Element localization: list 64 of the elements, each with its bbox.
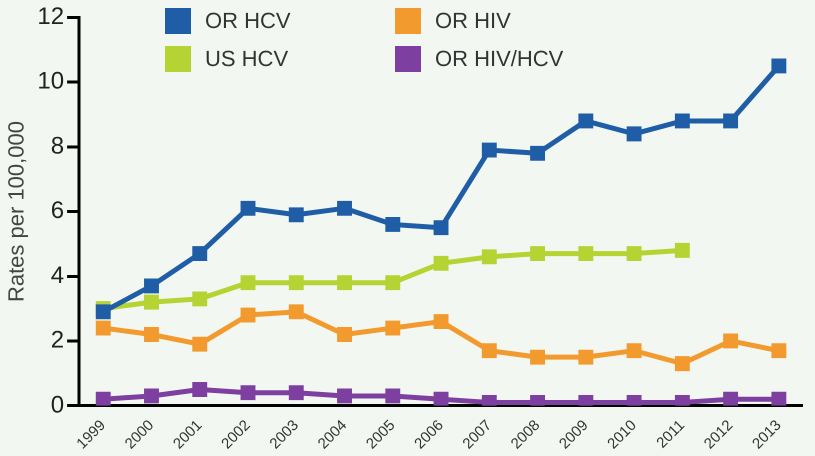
point xyxy=(482,343,497,358)
point xyxy=(385,388,400,404)
y-tick-label: 0 xyxy=(50,391,64,418)
point xyxy=(288,275,304,290)
point xyxy=(530,246,546,262)
y-tick-label: 4 xyxy=(50,262,64,289)
point xyxy=(578,350,594,365)
point xyxy=(385,217,400,232)
point xyxy=(385,320,400,336)
point xyxy=(723,334,738,348)
point xyxy=(144,388,159,404)
point xyxy=(240,385,256,400)
point xyxy=(626,246,642,262)
point xyxy=(337,327,352,342)
y-tick-label: 12 xyxy=(37,3,64,30)
y-tick-label: 2 xyxy=(50,326,64,354)
point xyxy=(434,392,448,406)
point xyxy=(288,385,304,400)
point xyxy=(434,314,448,329)
point xyxy=(771,58,786,74)
point xyxy=(674,242,690,258)
legend-label: OR HCV xyxy=(205,8,291,34)
point xyxy=(626,126,642,142)
point xyxy=(434,256,448,271)
point xyxy=(337,388,352,404)
point xyxy=(674,356,690,372)
y-tick-label: 6 xyxy=(50,197,64,224)
point xyxy=(288,207,304,222)
point xyxy=(337,200,352,216)
point xyxy=(723,392,738,406)
point xyxy=(144,294,159,310)
point xyxy=(144,278,159,294)
point xyxy=(723,113,738,128)
legend-label: OR HIV xyxy=(435,8,511,34)
point xyxy=(192,246,208,262)
point xyxy=(771,392,786,406)
y-axis-title: Rates per 100,000 xyxy=(3,121,28,302)
point xyxy=(626,343,642,358)
point xyxy=(771,343,786,358)
y-tick-label: 8 xyxy=(50,132,64,160)
point xyxy=(530,350,546,365)
point xyxy=(240,308,256,323)
point xyxy=(96,392,111,406)
point xyxy=(434,220,448,236)
point xyxy=(96,320,111,336)
point xyxy=(482,249,497,264)
point xyxy=(240,275,256,290)
point xyxy=(192,336,208,352)
point xyxy=(288,304,304,320)
point xyxy=(482,142,497,158)
point xyxy=(96,304,111,320)
y-tick-label: 10 xyxy=(37,68,64,95)
point xyxy=(192,291,208,306)
point xyxy=(578,246,594,262)
point xyxy=(240,200,256,216)
point xyxy=(578,113,594,128)
legend-label: OR HIV/HCV xyxy=(435,46,564,72)
point xyxy=(530,146,546,161)
legend-label: US HCV xyxy=(205,46,288,72)
point xyxy=(674,113,690,128)
point xyxy=(337,275,352,290)
point xyxy=(385,275,400,290)
point xyxy=(192,382,208,397)
point xyxy=(144,327,159,342)
